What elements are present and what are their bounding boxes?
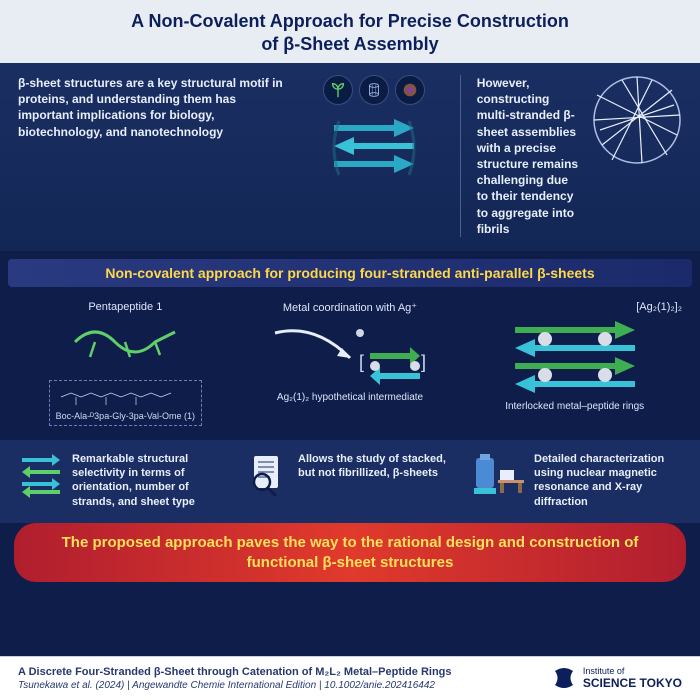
mechanism-row: Pentapeptide 1 Boc-Ala-ᴰ3pa-Gly-3pa-Val — [18, 301, 682, 426]
document-magnifier-icon — [244, 452, 290, 498]
panel1-label: Pentapeptide 1 — [88, 301, 162, 313]
svg-text:]: ] — [421, 352, 426, 372]
intro-left-text: β-sheet structures are a key structural … — [18, 75, 290, 237]
feature2-text: Allows the study of stacked, but not fib… — [298, 452, 456, 481]
nmr-instrument-icon — [470, 452, 526, 498]
citation-title: A Discrete Four-Stranded β-Sheet through… — [18, 665, 452, 679]
subheading-banner: Non-covalent approach for producing four… — [8, 259, 692, 287]
panel2-label: Metal coordination with Ag⁺ — [283, 301, 417, 314]
intro-right: However, constructing multi-stranded β-s… — [477, 75, 682, 237]
intro-section: β-sheet structures are a key structural … — [0, 63, 700, 251]
footer: A Discrete Four-Stranded β-Sheet through… — [0, 656, 700, 700]
chem-structure-icon — [56, 385, 186, 409]
peptide-structure-icon — [65, 317, 185, 372]
feature-characterization: Detailed characterization using nuclear … — [470, 452, 682, 509]
stacked-sheets-icon — [18, 452, 64, 498]
institute-logo: Institute of SCIENCE TOKYO — [551, 665, 682, 691]
page-title: A Non-Covalent Approach for Precise Cons… — [20, 10, 680, 55]
panel3-label: [Ag₂(1)₂]₂ — [636, 301, 682, 313]
feature-selectivity: Remarkable structural selectivity in ter… — [18, 452, 230, 509]
chem-formula-box: Boc-Ala-ᴰ3pa-Gly-3pa-Val-Ome (1) — [49, 380, 202, 426]
intro-divider — [460, 75, 461, 237]
icon-row — [323, 75, 425, 105]
logo-line2: SCIENCE TOKYO — [583, 676, 682, 690]
logo-mark-icon — [551, 665, 577, 691]
panel3-caption: Interlocked metal–peptide rings — [505, 401, 644, 412]
conclusion-banner: The proposed approach paves the way to t… — [14, 523, 686, 582]
infographic-root: A Non-Covalent Approach for Precise Cons… — [0, 0, 700, 700]
feature3-text: Detailed characterization using nuclear … — [534, 452, 682, 509]
panel2-caption: Ag₂(1)₂ hypothetical intermediate — [277, 392, 423, 403]
cell-icon — [395, 75, 425, 105]
beta-sheet-icon — [319, 113, 429, 183]
feature-study: Allows the study of stacked, but not fib… — [244, 452, 456, 509]
title-band: A Non-Covalent Approach for Precise Cons… — [0, 0, 700, 63]
logo-text: Institute of SCIENCE TOKYO — [583, 666, 682, 690]
interlocked-rings-icon — [500, 317, 650, 397]
panel-coordination: Metal coordination with Ag⁺ [ ] — [243, 301, 458, 403]
citation: A Discrete Four-Stranded β-Sheet through… — [18, 665, 452, 692]
panel-pentapeptide: Pentapeptide 1 Boc-Ala-ᴰ3pa-Gly-3pa-Val — [18, 301, 233, 426]
intro-mid-graphics — [304, 75, 444, 237]
plant-icon — [323, 75, 353, 105]
nanotube-icon — [359, 75, 389, 105]
coordination-icon: [ ] — [265, 318, 435, 388]
features-section: Remarkable structural selectivity in ter… — [0, 440, 700, 523]
mechanism-section: Pentapeptide 1 Boc-Ala-ᴰ3pa-Gly-3pa-Val — [0, 287, 700, 440]
feature1-text: Remarkable structural selectivity in ter… — [72, 452, 230, 509]
fibril-icon — [592, 75, 682, 165]
panel-interlocked: [Ag₂(1)₂]₂ Interlocked metal–peptide rin… — [467, 301, 682, 412]
logo-line1: Institute of — [583, 666, 682, 676]
citation-details: Tsunekawa et al. (2024) | Angewandte Che… — [18, 679, 452, 692]
dark-middle: Non-covalent approach for producing four… — [0, 251, 700, 656]
panel1-chem: Boc-Ala-ᴰ3pa-Gly-3pa-Val-Ome (1) — [56, 411, 195, 421]
intro-right-text: However, constructing multi-stranded β-s… — [477, 75, 582, 237]
title-line2: of β-Sheet Assembly — [261, 34, 438, 54]
svg-text:[: [ — [359, 352, 364, 372]
title-line1: A Non-Covalent Approach for Precise Cons… — [131, 11, 569, 31]
